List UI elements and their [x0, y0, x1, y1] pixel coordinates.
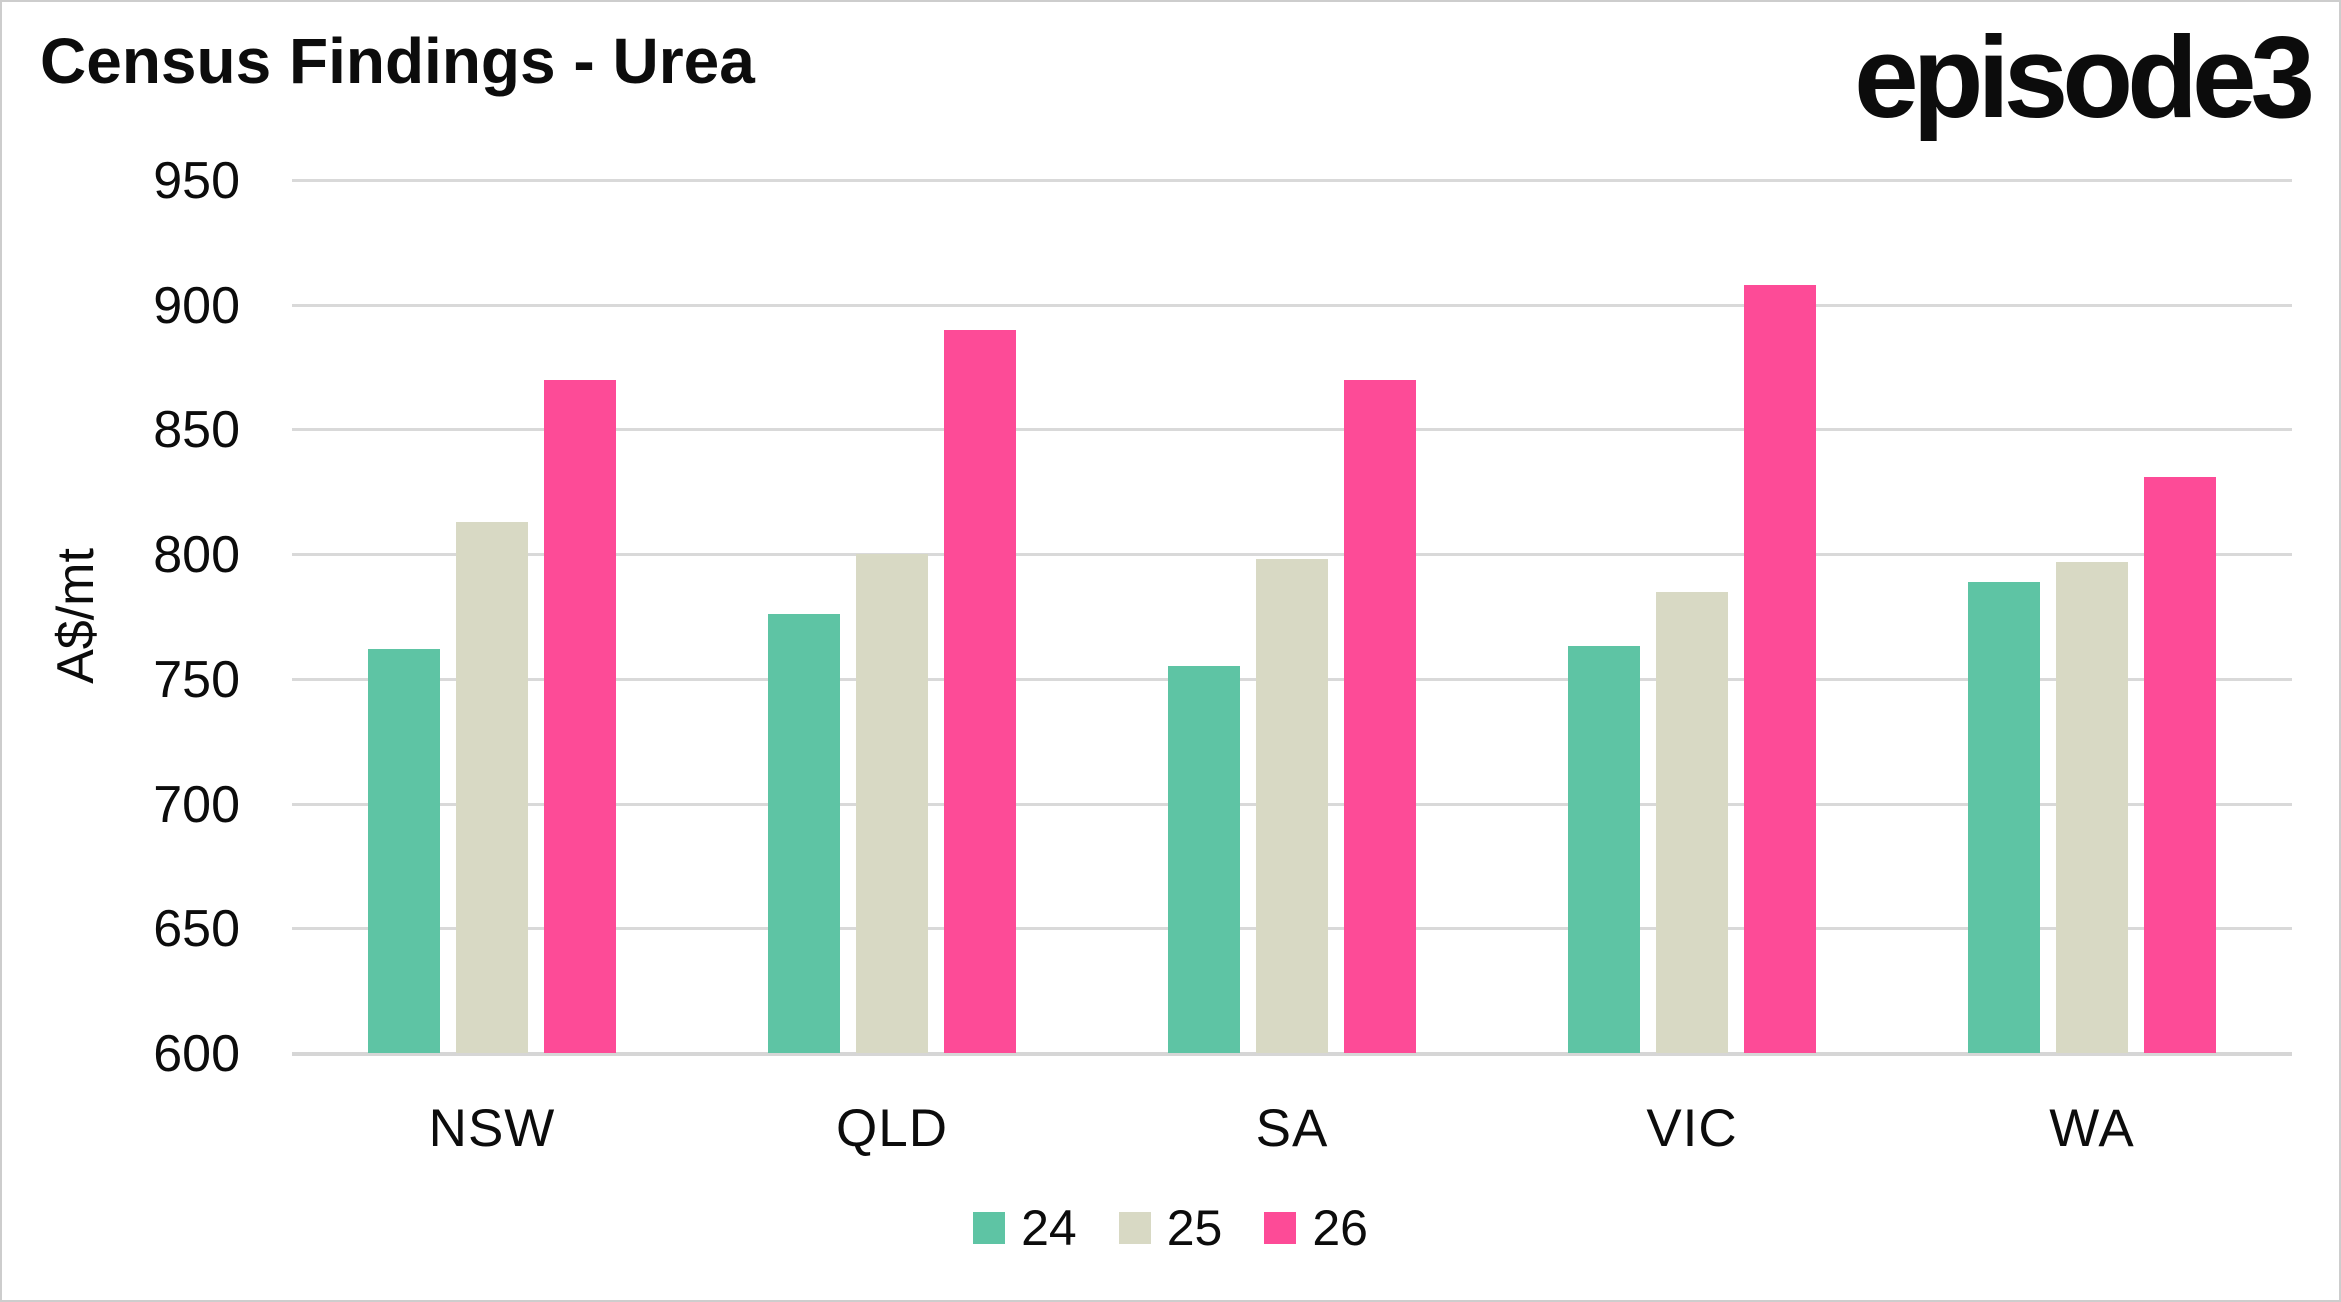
bar-24-SA: [1168, 666, 1240, 1053]
legend-item-25: 25: [1118, 1199, 1223, 1257]
x-category-label-NSW: NSW: [428, 1099, 556, 1158]
gridline-850: [292, 428, 2292, 432]
bar-24-WA: [1968, 581, 2040, 1053]
bar-25-NSW: [456, 521, 528, 1053]
gridline-600: [292, 1052, 2292, 1056]
legend: 24 25 26: [2, 1200, 2339, 1256]
y-tick-label-950: 950: [153, 152, 240, 210]
legend-item-24: 24: [973, 1199, 1077, 1257]
x-category-label-QLD: QLD: [836, 1099, 948, 1158]
episode3-logo: episode3: [1854, 12, 2315, 142]
bar-26-QLD: [944, 329, 1016, 1053]
bar-26-VIC: [1744, 284, 1816, 1053]
chart-title: Census Findings - Urea: [40, 25, 755, 97]
y-tick-label-750: 750: [153, 650, 240, 709]
bar-25-QLD: [856, 554, 928, 1053]
y-tick-label-700: 700: [153, 775, 240, 834]
x-category-label-SA: SA: [1255, 1099, 1329, 1158]
bar-26-SA: [1344, 379, 1416, 1053]
legend-swatch-25: [1118, 1212, 1151, 1244]
legend-label-25: 25: [1166, 1200, 1223, 1256]
bar-24-QLD: [768, 614, 840, 1053]
bar-24-NSW: [368, 648, 440, 1053]
y-tick-label-850: 850: [153, 401, 240, 460]
gridline-800: [292, 553, 2292, 557]
gridline-900: [292, 303, 2292, 307]
legend-swatch-24: [973, 1212, 1006, 1244]
bar-26-WA: [2144, 476, 2216, 1053]
legend-item-26: 26: [1264, 1199, 1368, 1257]
x-category-label-WA: WA: [2049, 1099, 2135, 1158]
bar-26-NSW: [544, 379, 616, 1053]
legend-label-24: 24: [1021, 1200, 1077, 1256]
legend-swatch-26: [1264, 1212, 1297, 1244]
x-category-label-VIC: VIC: [1646, 1099, 1738, 1158]
bar-25-WA: [2056, 561, 2128, 1053]
bar-24-VIC: [1568, 646, 1640, 1053]
y-tick-label-800: 800: [153, 526, 240, 585]
legend-label-26: 26: [1312, 1200, 1368, 1256]
bar-25-SA: [1256, 559, 1328, 1053]
y-tick-label-650: 650: [153, 900, 240, 959]
gridline-950: [292, 179, 2292, 182]
y-tick-label-900: 900: [153, 276, 240, 335]
plot-area: [292, 179, 2292, 1056]
bar-25-VIC: [1656, 591, 1728, 1053]
y-tick-label-600: 600: [153, 1025, 240, 1083]
